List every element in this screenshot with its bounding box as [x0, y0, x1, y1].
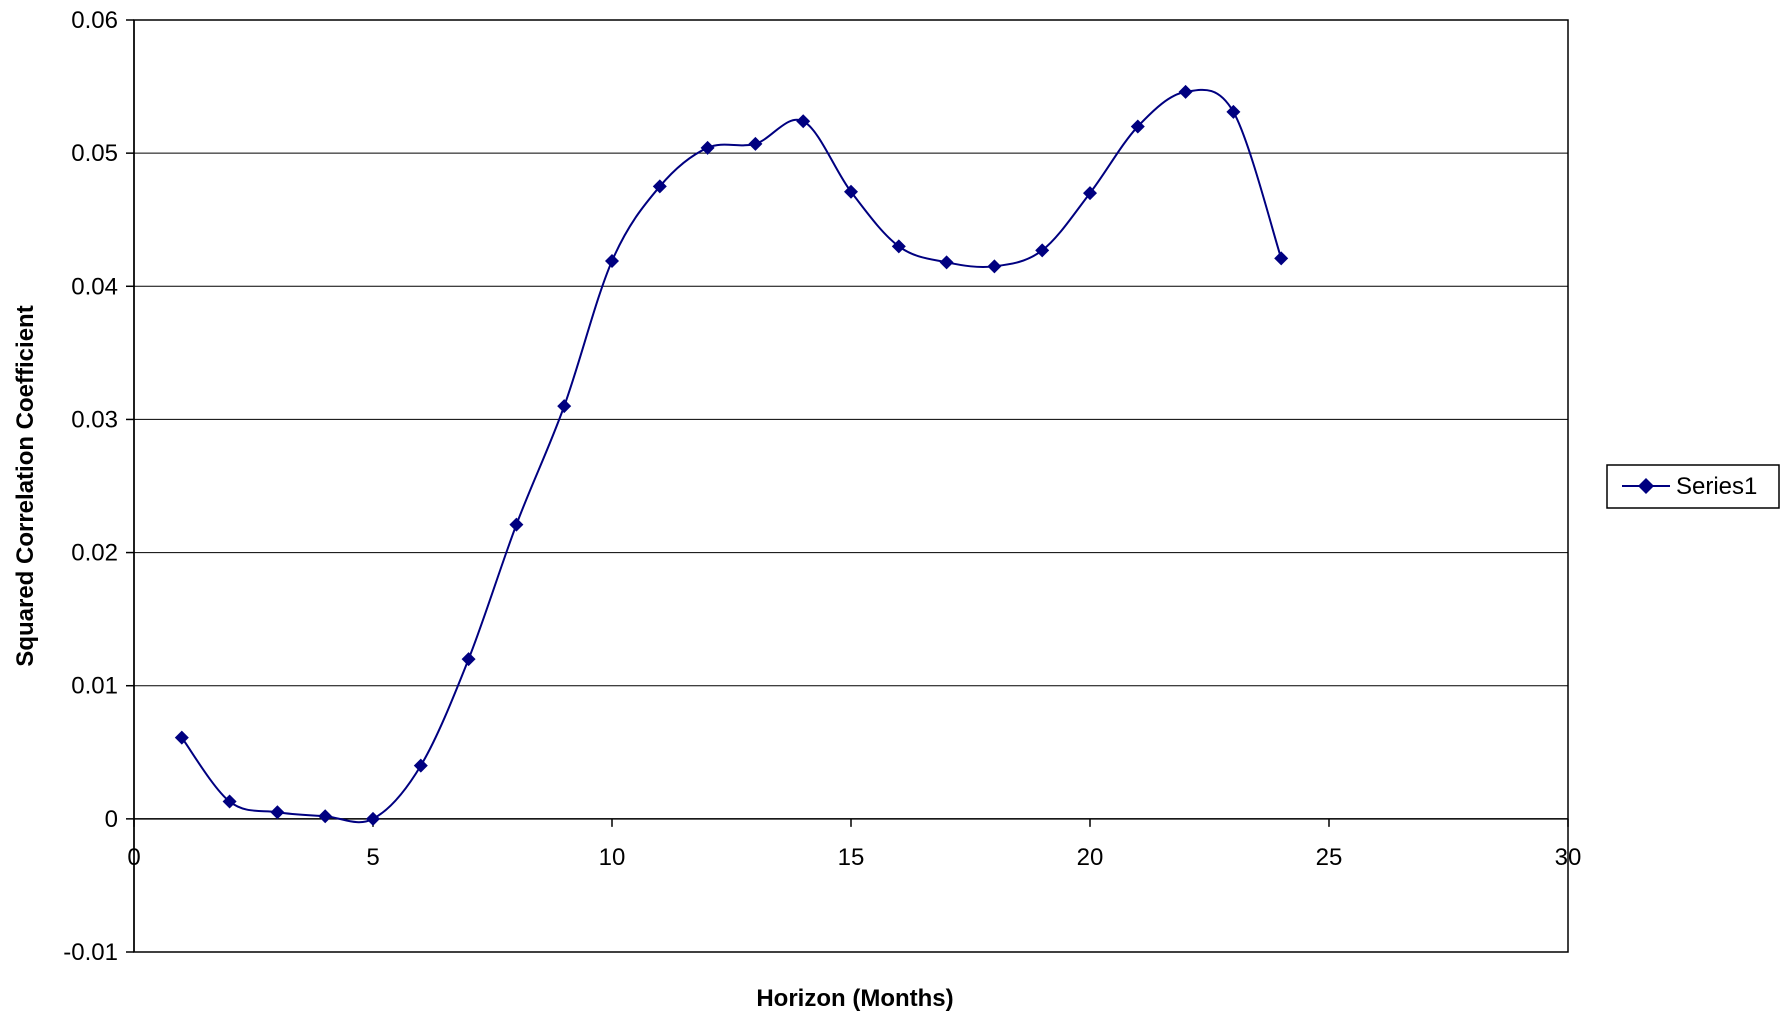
x-tick-label: 30 [1555, 844, 1582, 871]
data-point-marker [222, 794, 237, 809]
y-tick-label: 0.02 [71, 540, 118, 567]
data-point-marker [987, 259, 1002, 274]
x-tick-label: 0 [127, 844, 140, 871]
x-tick-label: 25 [1316, 844, 1343, 871]
y-tick-label: -0.01 [63, 939, 118, 966]
data-point-marker [700, 140, 715, 155]
y-axis-title: Squared Correlation Coefficient [12, 305, 39, 666]
data-point-marker [891, 239, 906, 254]
data-point-marker [366, 811, 380, 826]
data-point-marker [1083, 186, 1097, 201]
x-tick-label: 10 [599, 844, 626, 871]
x-axis-ticks: 0 5 10 15 20 25 30 [127, 818, 1582, 871]
y-tick-label: 0 [105, 806, 118, 833]
data-point-marker [748, 136, 763, 151]
legend-diamond-icon [1638, 478, 1654, 494]
data-point-marker [605, 253, 619, 268]
data-point-marker [461, 652, 476, 667]
data-point-marker [1035, 243, 1050, 258]
x-tick-label: 15 [838, 844, 865, 871]
data-point-marker [1178, 84, 1193, 99]
data-point-marker [844, 184, 858, 199]
x-axis-title: Horizon (Months) [756, 985, 953, 1012]
y-axis-ticks: -0.01 0 0.01 0.02 0.03 0.04 0.05 0.06 [63, 7, 134, 966]
data-point-marker [318, 809, 333, 824]
data-point-marker [509, 517, 524, 532]
data-point-marker [1274, 251, 1289, 266]
legend-label: Series1 [1676, 473, 1757, 500]
data-series [174, 84, 1289, 826]
data-point-marker [270, 805, 285, 820]
data-point-marker [413, 758, 428, 773]
data-point-marker [174, 730, 189, 745]
y-tick-label: 0.06 [71, 7, 118, 34]
data-point-marker [557, 399, 572, 414]
plot-area [133, 19, 1569, 953]
x-tick-label: 20 [1077, 844, 1104, 871]
data-point-marker [1226, 104, 1241, 119]
y-tick-label: 0.04 [71, 273, 118, 300]
x-tick-label: 5 [366, 844, 379, 871]
data-point-marker [1130, 119, 1145, 134]
data-point-marker [796, 114, 811, 129]
y-tick-label: 0.01 [71, 673, 118, 700]
legend: Series1 [1606, 464, 1780, 509]
data-point-marker [939, 255, 954, 270]
data-point-marker [652, 179, 667, 194]
y-tick-label: 0.05 [71, 140, 118, 167]
y-tick-label: 0.03 [71, 406, 118, 433]
